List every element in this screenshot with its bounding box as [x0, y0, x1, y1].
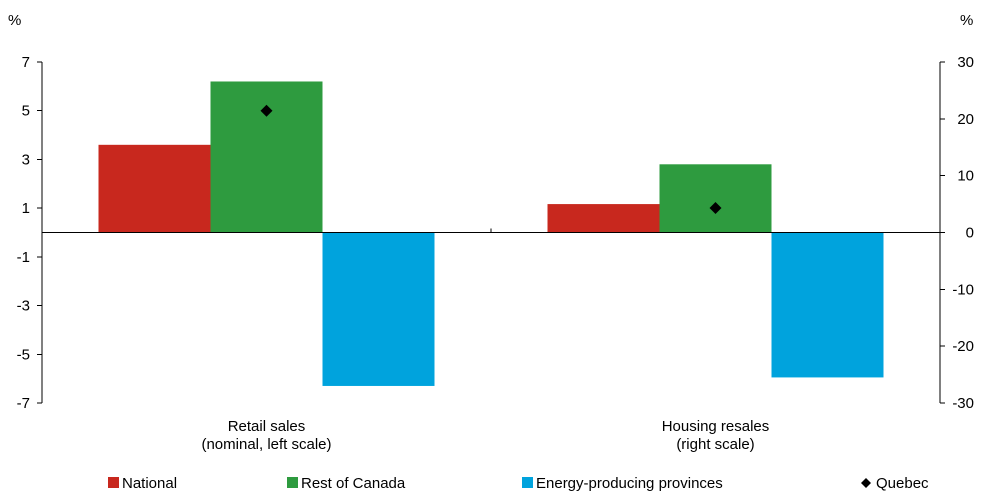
legend-swatch — [522, 477, 533, 488]
right-axis: 30 20 10 0 -10 -20 -30 — [939, 54, 974, 412]
right-axis-unit: % — [960, 12, 973, 29]
legend-swatch — [108, 477, 119, 488]
left-tick-label: 5 — [22, 103, 30, 120]
category-labels: Retail sales(nominal, left scale) Housing… — [201, 418, 769, 453]
right-tick-label: 30 — [957, 54, 974, 71]
category-label: Housing resales — [662, 418, 770, 435]
left-tick-label: 1 — [22, 200, 30, 217]
left-axis-unit: % — [8, 12, 21, 29]
left-tick-label: -5 — [17, 346, 30, 363]
bars — [98, 81, 884, 386]
category-label: Retail sales — [228, 418, 306, 435]
marker-quebec — [260, 104, 273, 117]
legend-label: National — [122, 475, 177, 492]
right-tick-label: 0 — [966, 225, 974, 242]
category-label: (right scale) — [676, 436, 754, 453]
category-label: (nominal, left scale) — [201, 436, 331, 453]
right-tick-label: 10 — [957, 168, 974, 185]
legend-label: Energy-producing provinces — [536, 475, 723, 492]
left-tick-label: -1 — [17, 249, 30, 266]
left-axis: 7 5 3 1 -1 -3 -5 -7 — [17, 54, 492, 412]
legend: National Rest of Canada Energy-producing p… — [108, 475, 929, 492]
left-tick-label: 7 — [22, 54, 30, 71]
legend-label: Quebec — [876, 475, 929, 492]
marker-quebec — [709, 202, 722, 215]
bar-rest-of-canada — [659, 164, 772, 233]
left-tick-label: -7 — [17, 395, 30, 412]
right-tick-label: 20 — [957, 111, 974, 128]
markers — [260, 104, 722, 215]
legend-swatch — [861, 478, 871, 488]
bar-national — [547, 204, 660, 233]
left-tick-label: 3 — [22, 151, 30, 168]
bar-national — [98, 144, 211, 233]
right-tick-label: -10 — [952, 281, 974, 298]
right-tick-label: -30 — [952, 395, 974, 412]
bar-energy-producing-provinces — [322, 232, 435, 386]
right-tick-label: -20 — [952, 338, 974, 355]
bar-rest-of-canada — [210, 81, 323, 233]
legend-swatch — [287, 477, 298, 488]
bar-energy-producing-provinces — [771, 232, 884, 378]
left-tick-label: -3 — [17, 298, 30, 315]
legend-label: Rest of Canada — [301, 475, 406, 492]
